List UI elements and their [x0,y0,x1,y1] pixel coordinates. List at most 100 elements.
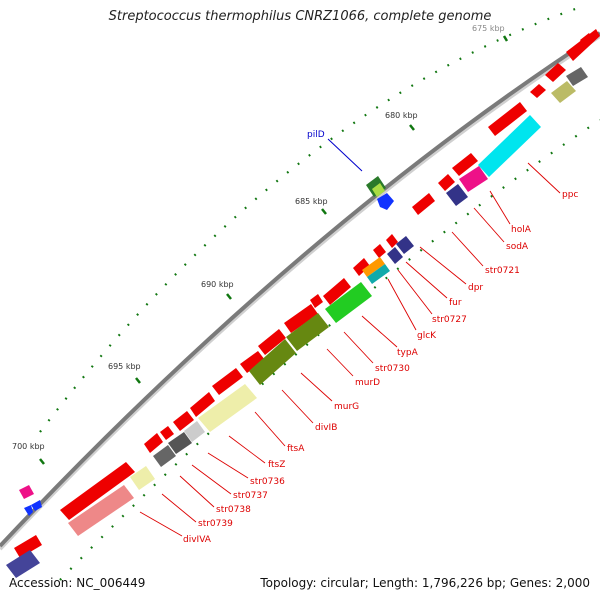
ruler-label-695: 695 kbp [108,362,141,371]
feature-box-pink [68,485,134,536]
gene-label: holA [511,225,532,235]
leader-glck [387,278,417,331]
ruler-label-675: 675 kbp [472,24,505,33]
ruler-tick-675 [502,35,509,42]
cds-arrow [258,329,286,355]
leader-divib [281,389,314,424]
backbone-shadow [0,34,600,551]
leader-murd [326,348,354,377]
feature-box-navy [446,184,468,206]
leader-ftsa [254,411,286,447]
gene-label: fur [449,298,462,308]
gene-label: str0730 [375,364,410,374]
cds-arrow [310,294,323,308]
leader-str0730 [343,331,374,364]
gene-label: divIB [315,423,337,433]
leader-typa [361,315,398,348]
cds-arrow [240,351,265,373]
cds-arrow [212,368,243,395]
genome-backbone [0,31,600,548]
gene-label: str0736 [250,477,285,487]
feature-box-olive [551,81,576,103]
cds-arrow [190,392,215,417]
blue-arrow [24,505,33,516]
gene-label: dpr [468,283,483,293]
leader-str0727 [397,269,433,315]
feature-box-darkgray [153,445,176,467]
feature-box-darkolive [286,313,329,351]
gene-label: murD [355,378,380,388]
leader-diviva [139,511,183,537]
label-leaders [139,162,561,537]
inner-tick-track [59,119,600,581]
gene-label: str0727 [432,315,467,325]
pild-feature: pilD [307,130,394,210]
cds-arrow [452,153,478,176]
cds-arrow [438,174,455,191]
ruler-tick-695 [135,377,141,384]
gene-label: typA [397,348,419,358]
cds-arrow [545,63,566,82]
leader-soda [473,207,505,243]
pild-arrow [377,193,394,210]
feature-box-gray [566,67,588,86]
topology-label: Topology: circular; Length: 1,796,226 bp… [260,576,590,590]
feature-box-darkolive [249,339,296,385]
feature-box-magenta [459,166,488,192]
forward-strand-features [14,33,594,558]
cds-arrow [353,258,370,276]
feature-box-green [325,282,372,323]
cds-arrow [284,304,318,333]
feature-box-teal [367,264,390,284]
leader-dpr [419,246,467,285]
ruler-tick-685 [321,208,327,215]
gene-label: str0738 [216,505,251,515]
accession-label: Accession: NC_006449 [9,576,146,590]
feature-box-lightgray [184,421,205,442]
ruler-tick-700 [39,458,45,465]
ruler-label-680: 680 kbp [385,111,418,120]
cds-arrow [144,433,163,453]
feature-box-khaki [130,466,155,490]
cds-arrow [14,535,42,558]
ruler-ticks [39,35,509,465]
leader-str0737 [191,464,232,495]
cog-category-boxes [6,67,588,578]
leader-murg [300,372,333,402]
pild-box-inner [372,183,385,197]
map-title: Streptococcus thermophilus CNRZ1066, com… [108,9,492,24]
pild-label: pilD [307,130,325,140]
leader-fur [405,261,448,299]
gene-label: glcK [417,331,437,341]
outer-tick-track [39,6,579,433]
gene-label: murG [334,402,359,412]
feature-box-navy [387,247,403,264]
leader-str0738 [179,475,215,508]
leader-hola [489,190,511,225]
leader-ppc [527,162,561,194]
cds-arrow [530,84,546,98]
gene-label: str0721 [485,266,520,276]
gene-label: str0737 [233,491,268,501]
feature-box-navy [6,550,40,578]
pild-leader [327,138,363,172]
gene-label: ftsZ [268,460,285,470]
ruler-label-685: 685 kbp [295,197,328,206]
leader-str0721 [451,231,484,267]
gene-label: ppc [562,190,578,200]
cds-arrow [412,193,435,215]
cds-arrow [323,278,351,305]
leader-ftsz [228,435,266,464]
reverse-strand-features [566,29,600,61]
cds-arrow [386,234,398,248]
gene-label: ftsA [287,444,305,454]
cds-arrow [488,102,527,136]
gene-labels: ppc holA sodA str0721 dpr fur str0727 gl… [183,190,578,545]
cds-arrow [566,29,600,61]
feature-box-khaki [198,384,257,432]
ruler-tick-680 [409,124,415,131]
cds-arrow [160,426,174,440]
ruler-label-690: 690 kbp [201,280,234,289]
